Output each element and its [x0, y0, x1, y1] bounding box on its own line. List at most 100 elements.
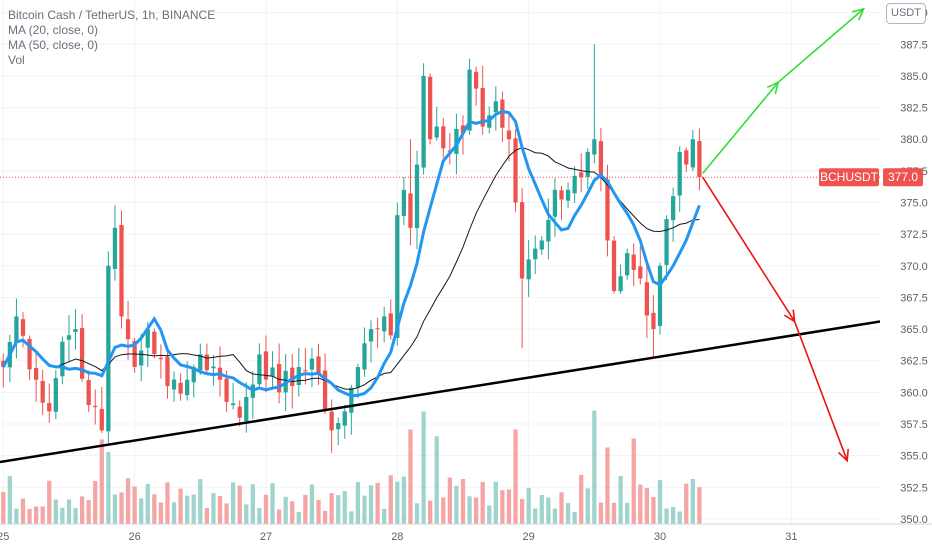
candle-body	[342, 411, 347, 426]
price-tick-label: 375.0	[900, 198, 928, 210]
volume-bar	[99, 439, 104, 524]
candle-body	[631, 254, 636, 270]
volume-bar	[211, 493, 216, 524]
time-tick-label: 26	[129, 531, 141, 543]
candle-body	[224, 378, 229, 402]
candle-body	[677, 151, 682, 196]
candle-body	[460, 125, 466, 133]
price-tick-label: 362.5	[900, 356, 928, 368]
candle-body	[257, 354, 262, 385]
volume-bar	[500, 490, 505, 524]
volume-bar	[684, 483, 689, 524]
candle-body	[53, 378, 58, 412]
candle-body	[231, 403, 236, 406]
price-tick-label: 360.0	[900, 387, 928, 399]
bullish-arrow	[702, 7, 865, 174]
bearish-arrow-head	[837, 448, 849, 463]
candle-body	[480, 87, 485, 127]
volume-bar	[611, 502, 617, 524]
currency-button[interactable]: USDT	[886, 3, 926, 24]
candle-body	[119, 224, 124, 317]
ma20-line	[1, 109, 701, 398]
volume-bar	[368, 485, 374, 524]
candle-body	[40, 381, 45, 403]
volume-bar	[60, 507, 65, 524]
candle-body	[585, 151, 590, 177]
projection-arrows[interactable]	[702, 7, 865, 463]
volume-bar	[342, 491, 347, 524]
volume-bar	[506, 489, 512, 524]
time-axis[interactable]: 25 26 27 28 29 30 31	[0, 523, 932, 543]
volume-bar	[349, 511, 354, 524]
volume-bar	[428, 500, 433, 524]
volume-bar	[178, 488, 183, 524]
volume-bar	[86, 500, 91, 524]
volume-bar	[664, 508, 669, 524]
volume-bar	[539, 494, 544, 524]
volume-bar	[493, 481, 498, 524]
volume-bar	[625, 502, 630, 524]
chart-grid	[0, 0, 880, 524]
volume-bar	[605, 447, 610, 524]
candle-body	[684, 150, 689, 165]
candle-body	[375, 328, 380, 330]
volume-bar	[559, 492, 564, 524]
volume-bar	[631, 438, 636, 524]
candle-body	[500, 99, 505, 128]
candle-body	[473, 71, 479, 89]
volume-bar	[638, 484, 643, 524]
ma20-legend[interactable]: MA (20, close, 0)	[8, 23, 99, 37]
price-tick-label: 372.5	[900, 229, 928, 241]
candle-body	[152, 331, 157, 355]
candle-body	[211, 366, 216, 369]
volume-bar	[592, 410, 597, 524]
symbol-title[interactable]: Bitcoin Cash / TetherUS, 1h, BINANCE	[8, 8, 216, 22]
price-tick-label: 367.5	[900, 292, 928, 304]
candle-body	[441, 126, 446, 149]
candle-body	[625, 253, 630, 276]
candle-body	[579, 172, 584, 178]
candle-body	[270, 367, 275, 377]
candle-body	[428, 76, 433, 140]
time-tick-label: 28	[391, 531, 403, 543]
volume-bar	[355, 482, 361, 524]
price-axis[interactable]: 350.0 352.5 355.0 357.5 360.0 362.5 365.0 367.5…	[900, 8, 928, 526]
volume-bar	[671, 506, 676, 524]
volume-bar	[697, 487, 702, 524]
volume-bar	[421, 411, 426, 524]
volume-bar	[336, 495, 341, 524]
support-trendline[interactable]	[0, 320, 881, 464]
volume-bar	[598, 502, 604, 524]
volume-legend[interactable]: Vol	[8, 53, 25, 67]
candle-body	[618, 276, 623, 292]
volume-bar	[270, 483, 275, 524]
bearish-arrow-head	[783, 309, 796, 324]
price-tick-label: 350.0	[900, 514, 928, 526]
volume-bar	[585, 488, 590, 524]
volume-bar	[546, 497, 551, 524]
candle-body	[395, 215, 400, 338]
candle-body	[598, 141, 604, 178]
volume-bar	[375, 482, 380, 524]
volume-bar	[1, 491, 6, 524]
ma50-legend[interactable]: MA (50, close, 0)	[8, 38, 99, 52]
bearish-arrow-shaft	[702, 176, 848, 461]
candle-body	[388, 313, 393, 336]
volume-bar	[487, 505, 492, 524]
price-tag-value: 377.0	[888, 170, 918, 184]
candle-body	[697, 141, 702, 178]
candle-body	[20, 319, 26, 336]
candle-body	[565, 189, 571, 201]
candle-body	[290, 367, 295, 387]
candle-body	[33, 367, 39, 380]
candle-body	[145, 329, 150, 348]
candle-body	[644, 282, 649, 316]
volume-bar	[217, 496, 223, 524]
volume-bar	[158, 502, 164, 524]
bullish-arrow-head	[851, 7, 865, 21]
candle-body	[638, 266, 643, 279]
candle-body	[322, 370, 328, 411]
volume-bar	[198, 479, 203, 524]
volume-bar	[290, 501, 295, 524]
